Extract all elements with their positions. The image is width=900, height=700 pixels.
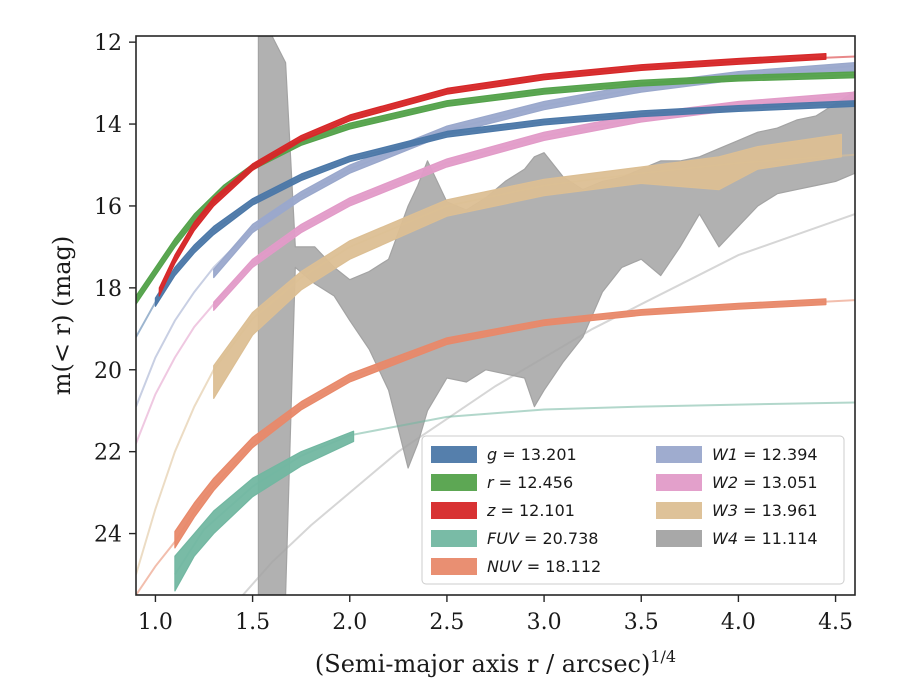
legend-label: NUV = 18.112 (487, 557, 601, 576)
legend-item-z: z = 12.101 (431, 501, 575, 520)
x-tick-label: 1.5 (235, 610, 270, 635)
x-tick-label: 4.0 (721, 610, 756, 635)
legend-swatch (656, 530, 702, 547)
legend-swatch (431, 558, 477, 575)
legend-item-nuv: NUV = 18.112 (431, 557, 601, 576)
legend-value: = 12.394 (738, 445, 818, 464)
x-tick-label: 4.5 (818, 610, 853, 635)
legend-value: = 13.961 (738, 501, 818, 520)
legend-variable: W2 (712, 473, 738, 492)
series-nuv-profile-band (174, 298, 827, 549)
legend-variable: NUV (487, 557, 523, 576)
x-axis-label-text: (Semi-major axis r / arcsec) (315, 650, 650, 678)
legend-label: W2 = 13.051 (712, 473, 818, 492)
legend-label: W3 = 13.961 (712, 501, 818, 520)
legend-variable: W3 (712, 501, 738, 520)
legend-variable: FUV (487, 529, 520, 548)
axis-ticks: 1.0 1.5 2.0 2.5 3.0 3.5 4.0 4.5 12 14 16 18 20 22 24 (94, 31, 853, 635)
legend-label: FUV = 20.738 (487, 529, 598, 548)
legend-swatch (431, 502, 477, 519)
series-w1-profile-band (213, 62, 855, 279)
series-w3-profile-band (213, 133, 842, 399)
legend-value: = 11.114 (738, 529, 818, 548)
legend-variable: r (487, 473, 495, 492)
legend-variable: g (487, 445, 497, 464)
legend-value: = 13.201 (497, 445, 577, 464)
legend-item-g: g = 13.201 (431, 445, 577, 464)
x-tick-label: 1.0 (138, 610, 173, 635)
legend-swatch (656, 502, 702, 519)
legend-swatch (431, 446, 477, 463)
y-tick-label: 22 (94, 441, 122, 466)
legend-value: = 12.101 (495, 501, 575, 520)
y-tick-label: 18 (94, 277, 122, 302)
legend-variable: W1 (712, 445, 738, 464)
legend-item-w1: W1 = 12.394 (656, 445, 818, 464)
legend-item-r: r = 12.456 (431, 473, 573, 492)
legend-value: = 20.738 (519, 529, 599, 548)
legend-label: z = 12.101 (486, 501, 575, 520)
legend-swatch (656, 474, 702, 491)
legend-variable: z (486, 501, 496, 520)
series-z-profile-band (158, 53, 827, 297)
x-axis-label-exponent: 1/4 (650, 647, 676, 666)
legend-label: r = 12.456 (487, 473, 573, 492)
x-axis-label: (Semi-major axis r / arcsec)1/4 (315, 647, 676, 678)
series-fuv-profile-band (174, 430, 355, 592)
legend-box (421, 435, 845, 585)
legend-value: = 18.112 (522, 557, 602, 576)
y-tick-label: 20 (94, 359, 122, 384)
plot-frame (135, 35, 856, 596)
legend-swatch (656, 446, 702, 463)
x-tick-label: 3.0 (527, 610, 562, 635)
legend-label: g = 13.201 (487, 445, 577, 464)
legend-label: W4 = 11.114 (712, 529, 818, 548)
x-tick-label: 2.5 (429, 610, 464, 635)
y-tick-label: 16 (94, 195, 122, 220)
legend-swatch (431, 530, 477, 547)
x-tick-label: 2.0 (332, 610, 367, 635)
legend-label: W1 = 12.394 (712, 445, 818, 464)
legend-item-w3: W3 = 13.961 (656, 501, 818, 520)
plot-area (136, 36, 855, 595)
series-g-profile-band (154, 100, 855, 307)
y-tick-label: 12 (94, 31, 122, 56)
legend-swatch (431, 474, 477, 491)
legend-item-w2: W2 = 13.051 (656, 473, 818, 492)
y-tick-label: 24 (94, 523, 122, 548)
x-tick-label: 3.5 (624, 610, 659, 635)
y-tick-label: 14 (94, 113, 122, 138)
legend-item-w4: W4 = 11.114 (656, 529, 818, 548)
series-w2-profile-band (213, 91, 855, 311)
legend-value: = 12.456 (494, 473, 574, 492)
y-axis-label: m(< r) (mag) (48, 236, 76, 395)
legend-item-fuv: FUV = 20.738 (431, 529, 598, 548)
legend-variable: W4 (712, 529, 738, 548)
legend-value: = 13.051 (738, 473, 818, 492)
